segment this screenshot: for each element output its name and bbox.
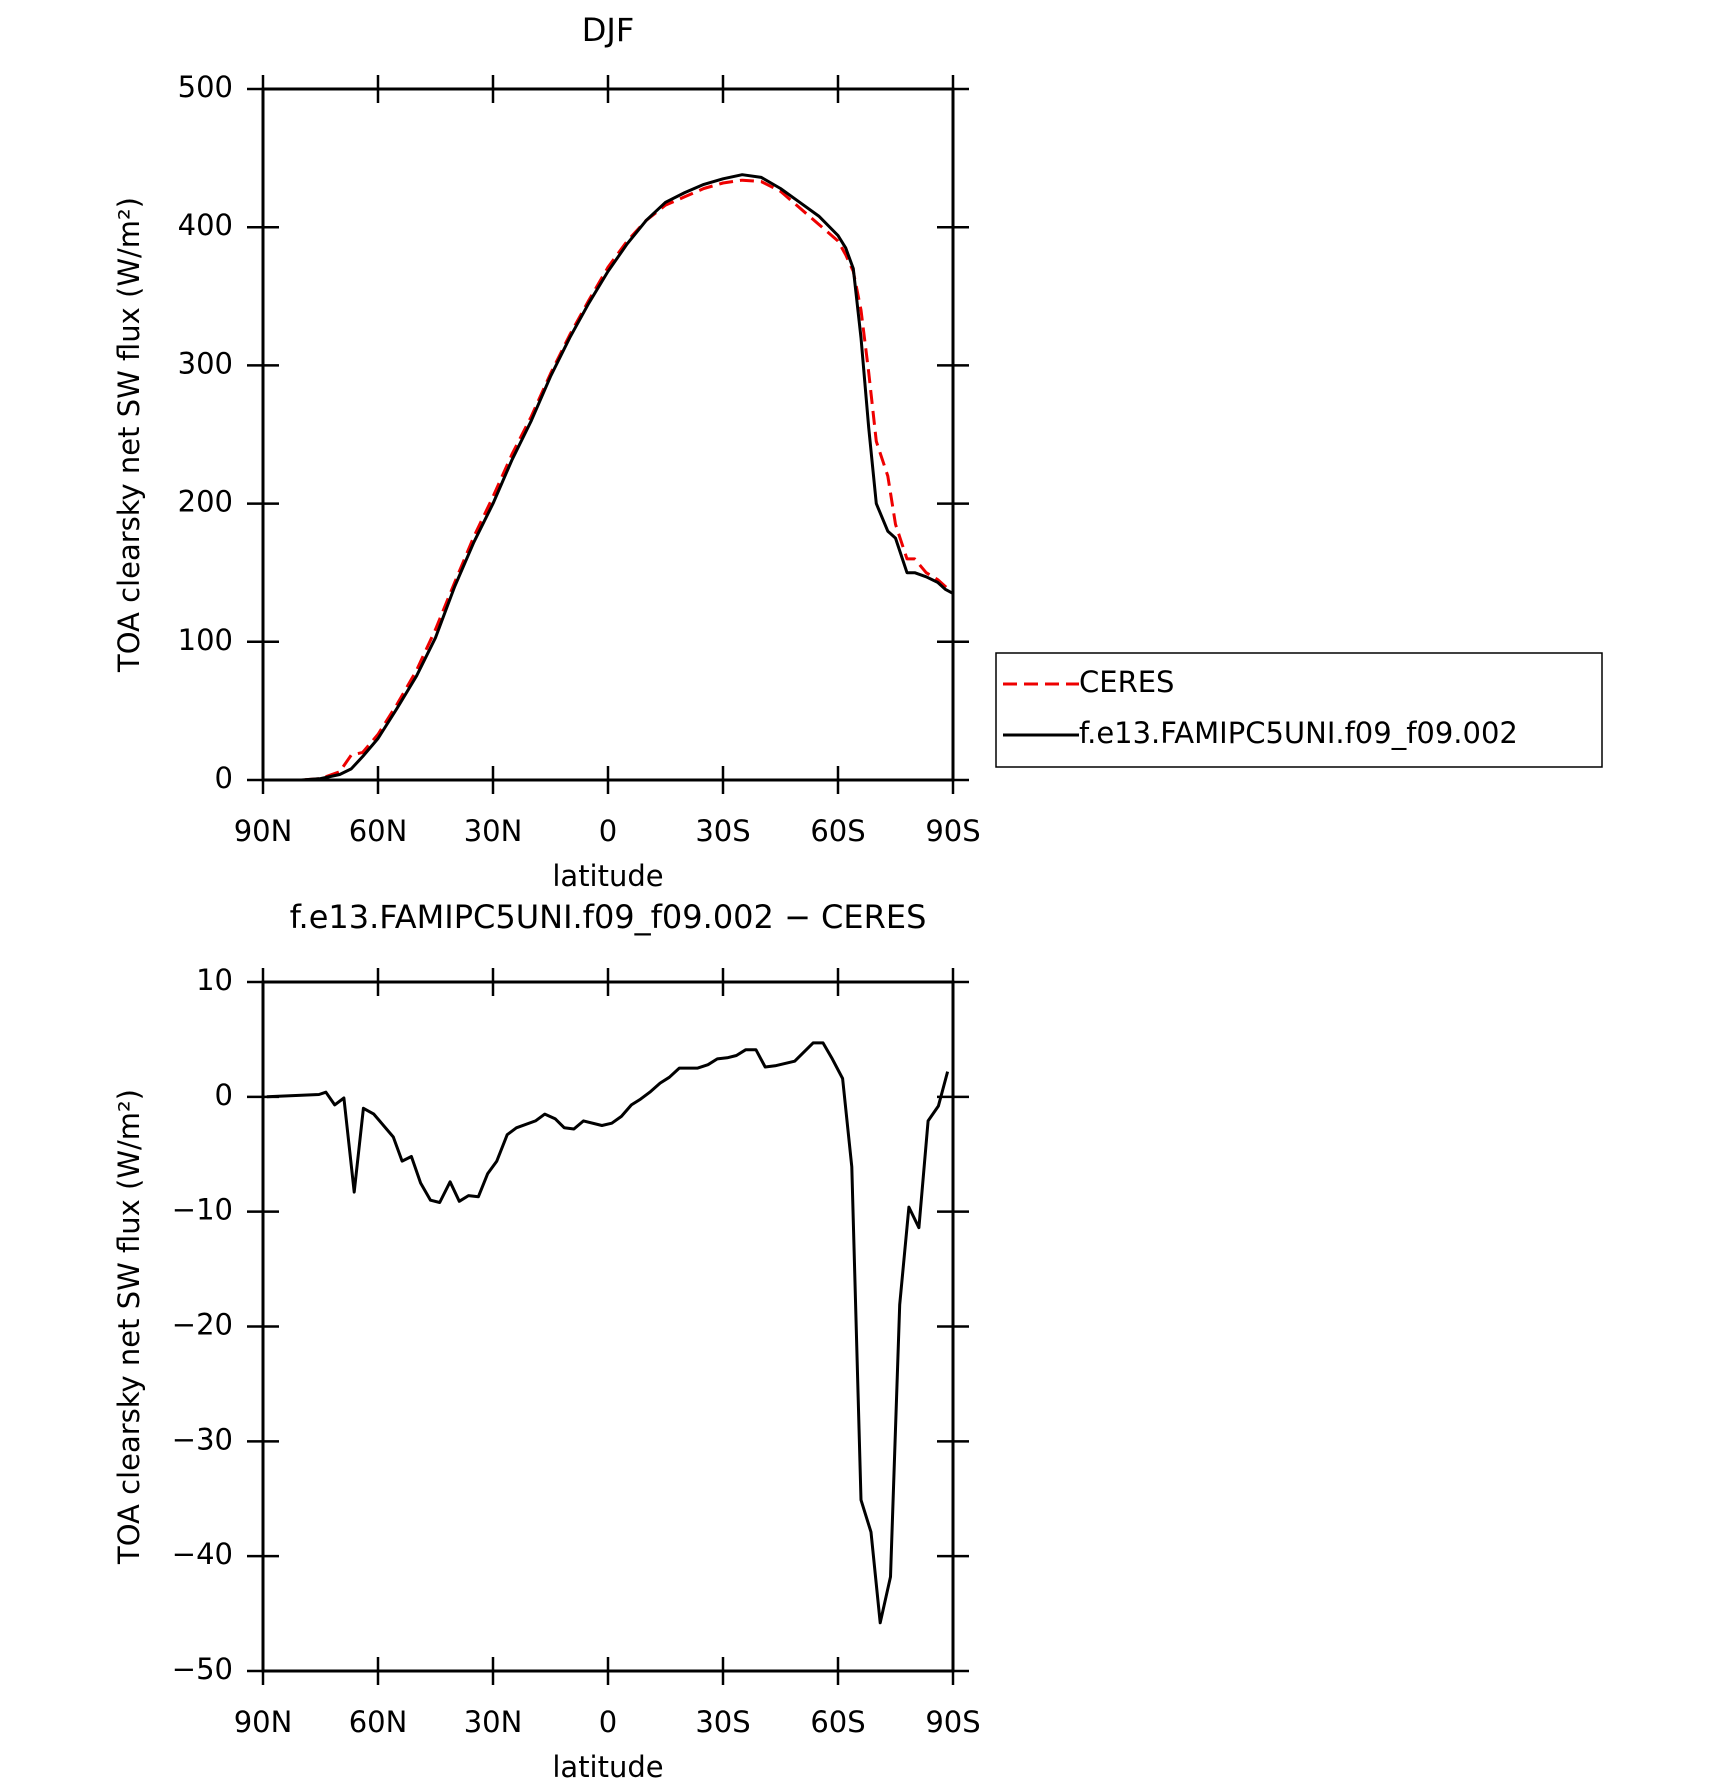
chart-title: f.e13.FAMIPC5UNI.f09_f09.002 − CERES <box>290 898 927 936</box>
plot-frame <box>261 980 955 1673</box>
legend-box <box>995 652 1603 768</box>
x-tick-label: 60S <box>810 814 865 848</box>
x-axis-label: latitude <box>552 859 663 893</box>
x-tick-label: 90N <box>234 814 293 848</box>
x-tick-label: 30N <box>464 814 523 848</box>
y-tick-label: −40 <box>172 1537 233 1571</box>
x-tick-label: 30S <box>695 814 750 848</box>
x-tick-label: 30N <box>464 1705 523 1739</box>
y-tick-label: 200 <box>178 485 233 519</box>
x-tick-label: 90S <box>925 814 980 848</box>
x-tick-label: 0 <box>599 1705 617 1739</box>
y-tick-label: 100 <box>178 623 233 657</box>
x-tick-label: 90S <box>925 1705 980 1739</box>
legend-label: f.e13.FAMIPC5UNI.f09_f09.002 <box>1079 716 1518 750</box>
chart-title: DJF <box>582 11 634 49</box>
y-axis-label: TOA clearsky net SW flux (W/m²) <box>112 1089 146 1565</box>
x-tick-label: 60S <box>810 1705 865 1739</box>
y-tick-label: 300 <box>178 346 233 380</box>
plot-frame <box>261 87 955 782</box>
x-tick-label: 90N <box>234 1705 293 1739</box>
y-axis-label: TOA clearsky net SW flux (W/m²) <box>112 197 146 673</box>
y-tick-label: 0 <box>215 1078 233 1112</box>
y-tick-label: 0 <box>215 761 233 795</box>
y-tick-label: −30 <box>172 1422 233 1456</box>
y-tick-label: 10 <box>196 963 233 997</box>
y-tick-label: −20 <box>172 1308 233 1342</box>
y-tick-label: −10 <box>172 1193 233 1227</box>
x-tick-label: 60N <box>349 814 408 848</box>
x-axis-label: latitude <box>552 1750 663 1784</box>
data-line <box>263 173 954 782</box>
data-line <box>266 1041 950 1625</box>
y-tick-label: 400 <box>178 208 233 242</box>
y-tick-label: 500 <box>178 70 233 104</box>
y-tick-label: −50 <box>172 1652 233 1686</box>
x-tick-label: 0 <box>599 814 617 848</box>
x-tick-label: 60N <box>349 1705 408 1739</box>
x-tick-label: 30S <box>695 1705 750 1739</box>
legend-label: CERES <box>1079 665 1174 699</box>
data-line <box>263 178 954 782</box>
